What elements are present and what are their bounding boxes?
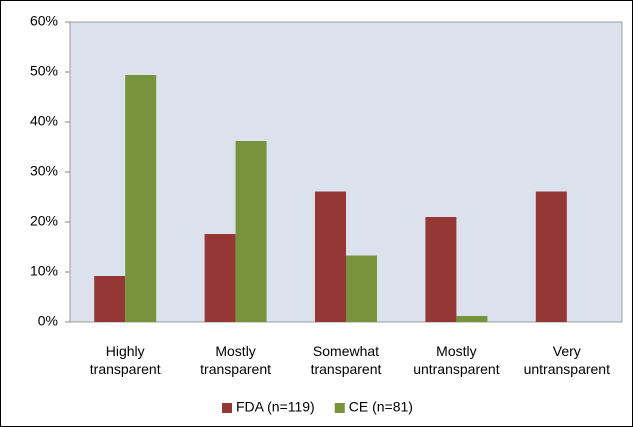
legend-swatch: [334, 403, 345, 413]
bar: [235, 141, 267, 322]
x-tick-label: Mostly untransparent: [413, 343, 500, 377]
x-tick-label: Mostly transparent: [200, 343, 271, 377]
x-tick-label: Highly transparent: [89, 343, 161, 377]
bar: [425, 217, 457, 322]
y-tick-label: 60%: [30, 13, 58, 29]
bar: [204, 234, 236, 322]
bar: [315, 191, 346, 322]
x-tick-label: Very untransparent: [523, 343, 610, 377]
bar: [346, 255, 377, 322]
bar: [456, 316, 488, 322]
bar: [94, 276, 126, 322]
y-tick-label: 0%: [38, 313, 58, 329]
bar: [535, 191, 567, 322]
y-tick-label: 50%: [30, 63, 58, 79]
legend-swatch: [222, 403, 232, 413]
x-tick-label: Somewhat transparent: [310, 343, 382, 377]
y-tick-label: 10%: [30, 263, 58, 279]
legend-label: CE (n=81): [349, 399, 413, 415]
y-tick-label: 20%: [30, 213, 58, 229]
y-tick-label: 30%: [30, 163, 58, 179]
legend-label: FDA (n=119): [236, 399, 315, 415]
bar: [125, 75, 157, 322]
y-tick-label: 40%: [30, 113, 58, 129]
